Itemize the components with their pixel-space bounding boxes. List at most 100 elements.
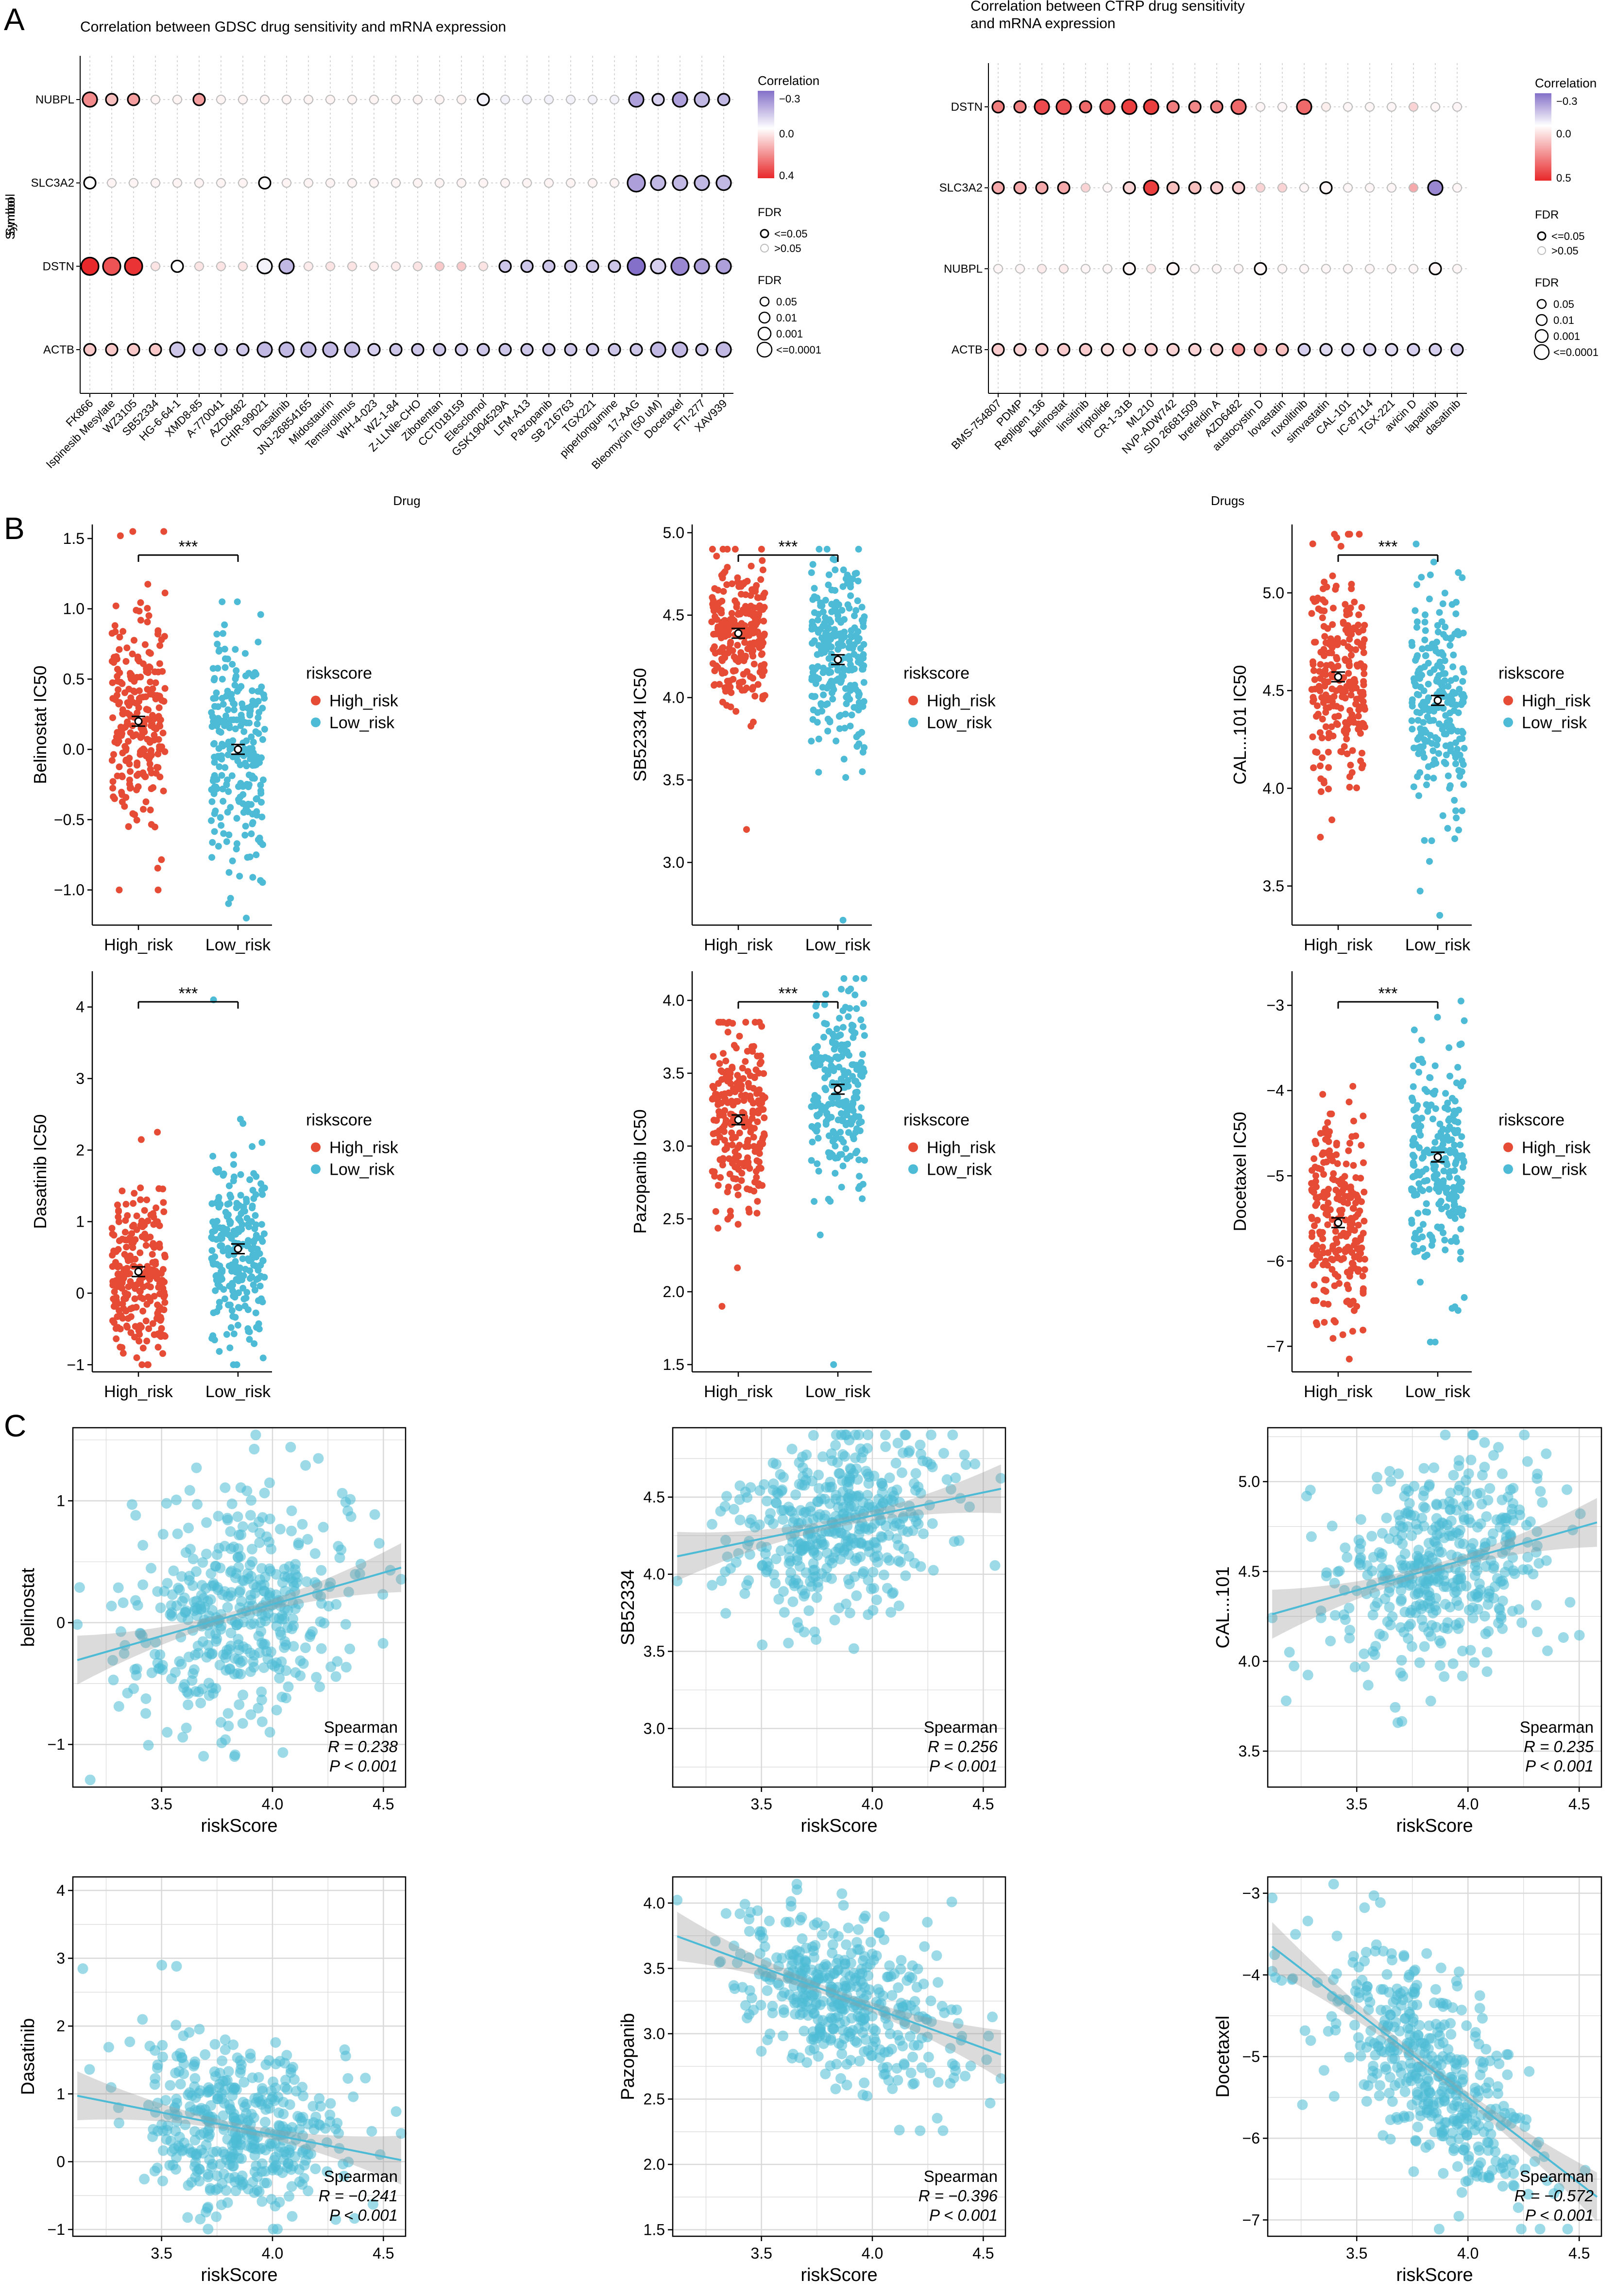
point-High_risk bbox=[125, 686, 133, 693]
point-Low_risk bbox=[225, 739, 232, 746]
point-Low_risk bbox=[835, 1064, 843, 1071]
point-High_risk bbox=[1324, 1119, 1331, 1126]
point-Low_risk bbox=[1419, 645, 1426, 653]
point-High_risk bbox=[758, 1023, 765, 1030]
point-Low_risk bbox=[238, 700, 246, 708]
dot-NUBPL-5 bbox=[192, 93, 206, 106]
point-Low_risk bbox=[1432, 1185, 1440, 1192]
point-Low_risk bbox=[854, 577, 862, 585]
point-Low_risk bbox=[825, 1196, 832, 1203]
scatter-point bbox=[309, 1548, 321, 1559]
point-Low_risk bbox=[252, 1235, 259, 1242]
y-tick-label: 0 bbox=[76, 1284, 85, 1302]
signif-label: *** bbox=[179, 538, 198, 556]
legend-key-low bbox=[1503, 717, 1513, 727]
point-Low_risk bbox=[859, 1181, 867, 1188]
scatter-point bbox=[1447, 1498, 1459, 1509]
colorbar-tick: 0.0 bbox=[1556, 128, 1571, 140]
dot-SLC3A2-22 bbox=[566, 178, 576, 188]
point-Low_risk bbox=[211, 828, 218, 835]
scatter-point bbox=[276, 1691, 288, 1703]
scatter-point bbox=[1306, 1531, 1317, 1542]
point-High_risk bbox=[1352, 1174, 1360, 1182]
point-Low_risk bbox=[815, 675, 822, 682]
dot-ACTB-6 bbox=[214, 343, 228, 356]
stat-line: P < 0.001 bbox=[929, 1757, 998, 1775]
point-High_risk bbox=[1350, 676, 1358, 684]
y-tick-label: 5.0 bbox=[1239, 1473, 1260, 1490]
scatter-point bbox=[1393, 1509, 1404, 1520]
point-High_risk bbox=[1312, 1172, 1319, 1180]
point-High_risk bbox=[1350, 1117, 1357, 1125]
point-Low_risk bbox=[860, 975, 868, 982]
point-Low_risk bbox=[261, 694, 268, 702]
y-tick-label: 4.5 bbox=[1263, 682, 1284, 699]
scatter-point bbox=[871, 1594, 882, 1605]
scatter-point bbox=[162, 1727, 173, 1738]
point-High_risk bbox=[734, 1221, 742, 1228]
dotplot-A1: Correlation between GDSC drug sensitivit… bbox=[3, 19, 821, 508]
row-label: SLC3A2 bbox=[31, 177, 74, 190]
point-Low_risk bbox=[817, 701, 825, 709]
scatter-point bbox=[1418, 1501, 1429, 1512]
scatter-point bbox=[256, 1694, 267, 1705]
dot-SLC3A2-1 bbox=[107, 178, 117, 188]
point-High_risk bbox=[156, 1244, 163, 1251]
point-Low_risk bbox=[226, 1344, 234, 1351]
point-Low_risk bbox=[224, 1200, 231, 1208]
point-Low_risk bbox=[854, 1081, 862, 1088]
point-Low_risk bbox=[1455, 631, 1463, 639]
scatter-point bbox=[1481, 1647, 1493, 1658]
point-High_risk bbox=[1357, 1236, 1364, 1243]
point-Low_risk bbox=[254, 720, 261, 727]
y-tick-label: 3.5 bbox=[1263, 878, 1284, 895]
fdr-size-label: 0.01 bbox=[1553, 314, 1574, 326]
scatter-point bbox=[706, 1519, 717, 1530]
stat-line: Spearman bbox=[924, 1718, 998, 1736]
point-Low_risk bbox=[1452, 1110, 1459, 1117]
fdr-size-label: 0.05 bbox=[1553, 298, 1574, 310]
point-Low_risk bbox=[859, 768, 866, 776]
point-Low_risk bbox=[243, 914, 250, 922]
point-High_risk bbox=[1332, 1186, 1340, 1194]
point-High_risk bbox=[129, 650, 136, 658]
point-Low_risk bbox=[231, 681, 238, 689]
point-High_risk bbox=[124, 1315, 132, 1322]
point-High_risk bbox=[1310, 1189, 1317, 1196]
scatter-point bbox=[314, 1681, 325, 1692]
scatter-point bbox=[222, 1602, 233, 1613]
dot-DSTN-14 bbox=[391, 261, 401, 271]
point-Low_risk bbox=[1431, 1139, 1439, 1146]
point-Low_risk bbox=[855, 692, 862, 700]
dot-SLC3A2-8 bbox=[1166, 181, 1180, 195]
colorbar-title: Correlation bbox=[1535, 76, 1597, 90]
point-Low_risk bbox=[839, 1163, 847, 1170]
dot-SLC3A2-6 bbox=[1123, 181, 1136, 195]
colorbar-title: Correlation bbox=[758, 73, 819, 88]
point-High_risk bbox=[161, 1251, 168, 1259]
point-Low_risk bbox=[814, 663, 821, 670]
scatter-point bbox=[225, 1567, 236, 1578]
point-High_risk bbox=[1356, 531, 1363, 538]
y-tick-label: 5.0 bbox=[663, 524, 684, 541]
point-Low_risk bbox=[833, 1025, 840, 1032]
point-High_risk bbox=[160, 1199, 167, 1206]
point-High_risk bbox=[113, 1335, 120, 1342]
dot-NUBPL-9 bbox=[1190, 264, 1200, 274]
point-Low_risk bbox=[213, 689, 220, 696]
point-Low_risk bbox=[1426, 1186, 1433, 1193]
point-Low_risk bbox=[1446, 1212, 1454, 1219]
point-High_risk bbox=[753, 1210, 761, 1217]
point-High_risk bbox=[155, 704, 163, 711]
point-High_risk bbox=[1310, 693, 1317, 701]
scatter-point bbox=[809, 1626, 820, 1638]
scatter-point bbox=[854, 1524, 865, 1535]
point-Low_risk bbox=[809, 640, 816, 647]
scatter-point bbox=[1453, 1455, 1464, 1466]
point-High_risk bbox=[1321, 633, 1328, 640]
point-Low_risk bbox=[814, 1098, 821, 1106]
point-Low_risk bbox=[1448, 601, 1456, 608]
point-Low_risk bbox=[253, 1173, 260, 1180]
point-Low_risk bbox=[1411, 1135, 1418, 1142]
